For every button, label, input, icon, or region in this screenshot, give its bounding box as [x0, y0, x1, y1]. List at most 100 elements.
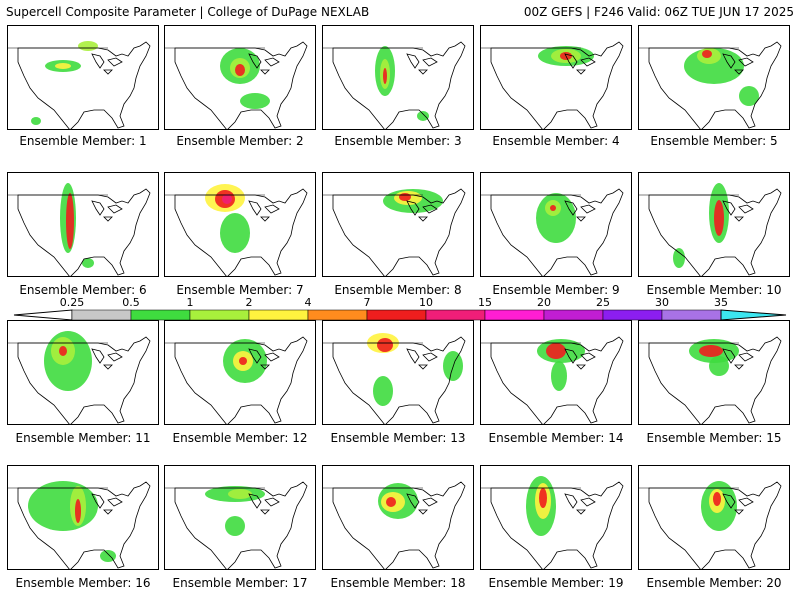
scp-contour — [539, 488, 547, 508]
map-canvas — [639, 41, 782, 129]
map-canvas — [165, 336, 308, 424]
scp-contour — [386, 497, 396, 507]
colorbar-swatch — [661, 309, 722, 321]
ensemble-map-9 — [480, 172, 632, 277]
member-label: Ensemble Member: 14 — [488, 431, 624, 445]
scp-contour — [235, 64, 245, 76]
great-lakes — [564, 53, 596, 75]
scp-contour — [739, 86, 759, 106]
member-label: Ensemble Member: 8 — [334, 283, 462, 297]
great-lakes — [91, 493, 123, 515]
member-label: Ensemble Member: 4 — [492, 134, 620, 148]
member-label: Ensemble Member: 19 — [488, 576, 624, 590]
map-canvas — [165, 481, 308, 569]
scp-contour — [377, 338, 393, 352]
ensemble-map-14 — [480, 320, 632, 425]
ensemble-map-10 — [638, 172, 790, 277]
ensemble-map-7 — [164, 172, 316, 277]
ensemble-map-19 — [480, 465, 632, 570]
scp-contour — [59, 346, 67, 356]
ensemble-map-1 — [7, 25, 159, 130]
map-canvas — [323, 481, 466, 569]
great-lakes — [722, 493, 754, 515]
map-canvas — [639, 481, 782, 569]
member-label: Ensemble Member: 9 — [492, 283, 620, 297]
great-lakes — [406, 348, 438, 370]
scp-contour — [66, 193, 74, 249]
great-lakes — [91, 348, 123, 370]
map-canvas — [8, 331, 151, 424]
colorbar-tick-label: 25 — [596, 296, 610, 309]
coastline — [17, 336, 151, 424]
scp-contour — [399, 193, 411, 201]
coastline — [174, 188, 308, 276]
scp-contour — [702, 50, 712, 58]
scp-contour — [709, 356, 729, 376]
map-canvas — [323, 188, 466, 276]
colorbar-swatch — [307, 309, 368, 321]
coastline — [174, 336, 308, 424]
colorbar-swatch — [602, 309, 663, 321]
great-lakes — [91, 200, 123, 222]
ensemble-map-6 — [7, 172, 159, 277]
coastline — [490, 481, 624, 569]
colorbar-tick-label: 35 — [714, 296, 728, 309]
great-lakes — [91, 53, 123, 75]
coastline — [17, 481, 151, 569]
scp-contour — [228, 489, 252, 499]
great-lakes — [406, 493, 438, 515]
map-canvas — [165, 184, 308, 276]
scp-contour — [239, 357, 247, 365]
scp-contour — [417, 111, 429, 121]
colorbar-swatch — [248, 309, 309, 321]
ensemble-map-5 — [638, 25, 790, 130]
coastline — [17, 188, 151, 276]
member-label: Ensemble Member: 13 — [330, 431, 466, 445]
member-label: Ensemble Member: 11 — [15, 431, 151, 445]
member-label: Ensemble Member: 16 — [15, 576, 151, 590]
colorbar-tick-label: 0.25 — [59, 296, 85, 309]
colorbar-right-arrow — [720, 309, 787, 321]
ensemble-map-16 — [7, 465, 159, 570]
coastline — [17, 41, 151, 129]
ensemble-map-20 — [638, 465, 790, 570]
coastline — [174, 41, 308, 129]
scp-contour — [222, 194, 232, 204]
member-label: Ensemble Member: 3 — [334, 134, 462, 148]
map-canvas — [323, 333, 466, 424]
ensemble-map-15 — [638, 320, 790, 425]
colorbar-tick-label: 2 — [245, 296, 253, 309]
member-label: Ensemble Member: 20 — [646, 576, 782, 590]
colorbar-tick-label: 20 — [537, 296, 551, 309]
map-canvas — [639, 336, 782, 424]
scp-contour — [220, 213, 250, 253]
map-canvas — [639, 183, 782, 276]
scp-contour — [240, 93, 270, 109]
colorbar-swatch — [189, 309, 250, 321]
ensemble-map-17 — [164, 465, 316, 570]
colorbar — [13, 309, 787, 321]
map-canvas — [481, 188, 624, 276]
scp-contour — [78, 41, 98, 51]
coastline — [332, 336, 466, 424]
colorbar-swatch — [543, 309, 604, 321]
colorbar-left-arrow — [13, 309, 73, 321]
scp-contour — [550, 205, 556, 211]
coastline — [648, 188, 782, 276]
great-lakes — [564, 493, 596, 515]
run-info: 00Z GEFS | F246 Valid: 06Z TUE JUN 17 20… — [523, 5, 794, 19]
colorbar-tick-label: 7 — [363, 296, 371, 309]
colorbar-tick-label: 1 — [186, 296, 194, 309]
member-label: Ensemble Member: 15 — [646, 431, 782, 445]
member-label: Ensemble Member: 5 — [650, 134, 778, 148]
coastline — [332, 41, 466, 129]
ensemble-map-3 — [322, 25, 474, 130]
member-label: Ensemble Member: 1 — [19, 134, 147, 148]
colorbar-tick-label: 15 — [478, 296, 492, 309]
coastline — [332, 188, 466, 276]
map-canvas — [323, 41, 466, 129]
coastline — [490, 188, 624, 276]
ensemble-map-4 — [480, 25, 632, 130]
great-lakes — [248, 348, 280, 370]
scp-contour — [546, 343, 566, 359]
